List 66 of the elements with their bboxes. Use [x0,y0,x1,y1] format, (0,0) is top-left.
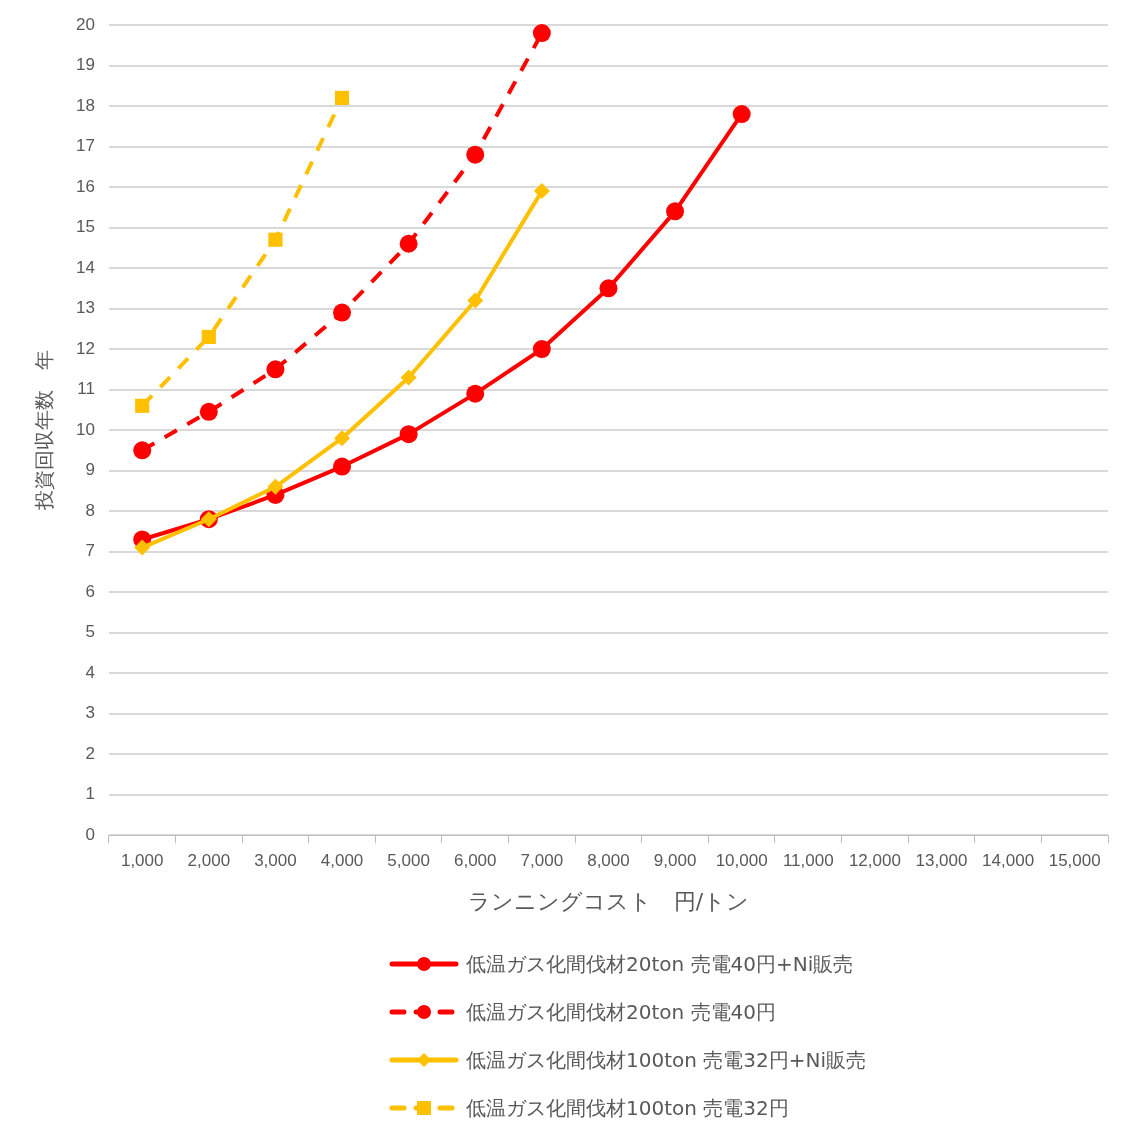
point [201,329,216,344]
x-tick-label: 6,000 [453,851,497,871]
x-axis-title: ランニングコスト 円/トン [467,888,750,914]
x-tick-label: 12,000 [848,851,901,871]
legend-label: 低温ガス化間伐材100ton 売電32円 [466,1094,789,1122]
point [334,430,351,447]
y-tick-label: 4 [85,662,95,682]
y-tick-label: 6 [85,581,95,601]
y-tick-label: 11 [77,379,95,399]
x-tick-label: 3,000 [254,851,297,871]
y-tick-label: 3 [85,703,95,723]
y-tick-label: 13 [75,298,95,318]
point [732,105,751,124]
point [268,232,283,247]
y-tick-label: 12 [75,338,95,358]
y-tick-label: 20 [75,14,95,34]
legend-label: 低温ガス化間伐材100ton 売電32円+Ni販売 [466,1046,867,1074]
point [267,478,284,495]
point [599,279,618,298]
x-tick-label: 15,000 [1048,851,1101,871]
point [467,292,484,309]
x-tick-label: 10,000 [715,851,768,871]
x-tick-label: 8,000 [587,851,630,871]
y-tick-label: 10 [75,419,95,439]
legend-label: 低温ガス化間伐材20ton 売電40円+Ni販売 [466,950,854,978]
legend-label: 低温ガス化間伐材20ton 売電40円 [466,998,777,1026]
x-tick-label: 9,000 [653,851,697,871]
y-tick-label: 9 [85,460,95,480]
point [133,441,152,460]
y-axis-title: 投資回収年数 年 [32,350,57,512]
y-tick-label: 19 [75,55,95,75]
point [466,145,485,164]
x-tick-label: 7,000 [520,851,564,871]
point [400,369,417,386]
point [134,539,151,556]
point [666,202,685,221]
x-tick-label: 5,000 [387,851,430,871]
x-tick-label: 1,000 [120,851,164,871]
point [333,457,352,476]
point [135,398,150,413]
y-tick-label: 0 [85,824,95,844]
y-tick-label: 8 [85,500,95,520]
x-tick-label: 14,000 [982,851,1035,871]
y-tick-label: 18 [75,95,95,115]
point [399,425,418,444]
x-tick-label: 2,000 [187,851,231,871]
point [399,234,418,253]
x-tick-label: 11,000 [782,851,834,871]
point [333,303,352,322]
point [533,183,550,200]
point [466,384,485,403]
point [199,402,218,421]
point [266,360,285,379]
y-tick-label: 1 [85,784,95,804]
y-tick-label: 14 [75,257,95,277]
x-tick-label: 4,000 [320,851,364,871]
point [334,90,350,105]
y-tick-label: 5 [85,622,95,642]
y-tick-label: 16 [75,176,95,196]
x-tick-label: 13,000 [915,851,968,871]
point [532,24,551,43]
y-tick-label: 15 [75,217,95,237]
point [532,340,551,359]
y-tick-label: 7 [85,541,95,561]
y-tick-label: 2 [85,743,95,763]
y-tick-label: 17 [75,136,95,156]
